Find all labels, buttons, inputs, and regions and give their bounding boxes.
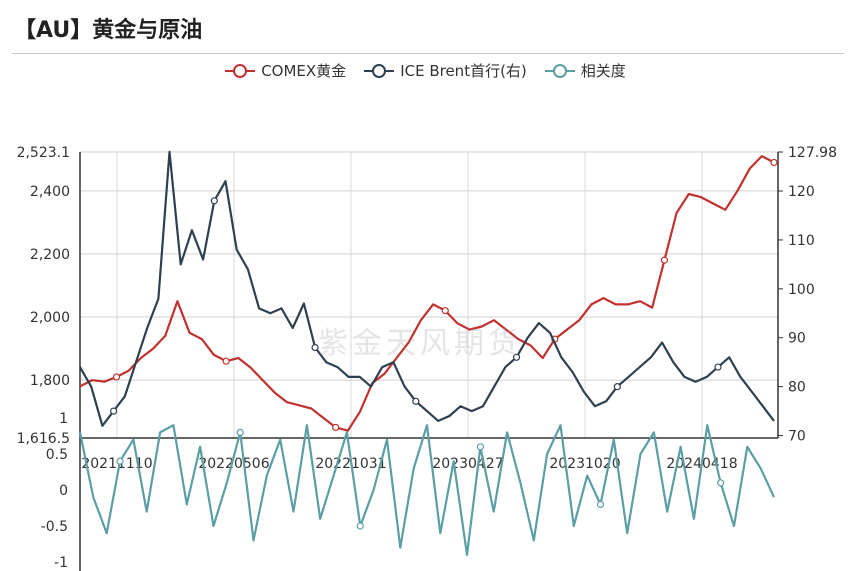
series-brent-line-point (412, 397, 420, 405)
left-axis-tick-label: 1,616.5 (17, 431, 70, 447)
series-gold-line-point (112, 373, 121, 381)
legend-swatch-gold (225, 63, 256, 78)
series-brent-line-point (613, 383, 621, 391)
right-axis-tick-label: 100 (788, 282, 815, 298)
right-axis-tick-label: 110 (788, 233, 815, 249)
left-axis-tick-label: 2,000 (30, 310, 70, 326)
left-axis-tick-label: 2,400 (30, 184, 70, 200)
legend-item-correlation[interactable]: 相关度 (544, 60, 626, 81)
series-brent-line (79, 150, 775, 427)
right-axis-tick-label: 80 (788, 380, 806, 396)
series-correlation-line-point (356, 522, 364, 530)
series-correlation-line-point (596, 500, 605, 508)
series-correlation-line-point (717, 479, 725, 487)
right-axis-tick-label: 70 (788, 429, 806, 445)
series-gold-line-point (222, 357, 230, 365)
x-axis-tick-label: 20211110 (81, 456, 152, 472)
left-axis-tick-label: 2,523.1 (17, 145, 70, 161)
series-gold-line-point (770, 158, 778, 167)
chart-legend: COMEX黄金 ICE Brent首行(右) 相关度 (0, 60, 851, 81)
legend-swatch-correlation (544, 63, 575, 78)
series-brent-line-point (512, 353, 521, 361)
series-brent-line-point (210, 197, 218, 205)
series-brent-line-point (109, 407, 118, 415)
series-gold-line (79, 155, 775, 432)
lower-axis-tick-label: -0.5 (41, 519, 68, 535)
left-axis-tick-label: 1,800 (30, 373, 70, 389)
x-axis-tick-label: 20220506 (198, 456, 269, 472)
series-brent-line-point (714, 363, 722, 371)
series-correlation-line-point (236, 428, 244, 436)
lower-axis-tick-label: 0.5 (46, 447, 68, 463)
right-axis-tick-label: 120 (788, 184, 815, 200)
legend-item-brent[interactable]: ICE Brent首行(右) (364, 60, 527, 81)
right-axis-tick-label: 127.98 (788, 145, 837, 161)
series-brent-line-point (311, 343, 319, 352)
lower-axis-tick-label: 0 (59, 483, 68, 499)
legend-label-gold: COMEX黄金 (261, 62, 347, 80)
series-gold-line-point (660, 256, 669, 264)
lower-axis-tick-label: -1 (54, 555, 68, 571)
series-correlation-line-point (116, 457, 124, 465)
title-divider (12, 53, 844, 54)
watermark: 紫金天风期货 (318, 326, 522, 361)
x-axis-tick-label: 20230427 (432, 456, 503, 472)
series-gold-line-point (332, 423, 340, 432)
legend-label-brent: ICE Brent首行(右) (400, 62, 527, 80)
left-axis-tick-label: 2,200 (30, 247, 70, 263)
lower-axis-tick-label: 1 (59, 411, 68, 427)
legend-label-correlation: 相关度 (580, 62, 626, 80)
series-correlation-line-point (476, 443, 484, 451)
legend-swatch-brent (364, 63, 395, 78)
right-axis-tick-label: 90 (788, 331, 806, 347)
series-correlation-line (78, 424, 775, 556)
series-gold-line-point (441, 307, 449, 315)
legend-item-gold[interactable]: COMEX黄金 (225, 60, 346, 81)
page-title: 【AU】黄金与原油 (14, 18, 203, 43)
